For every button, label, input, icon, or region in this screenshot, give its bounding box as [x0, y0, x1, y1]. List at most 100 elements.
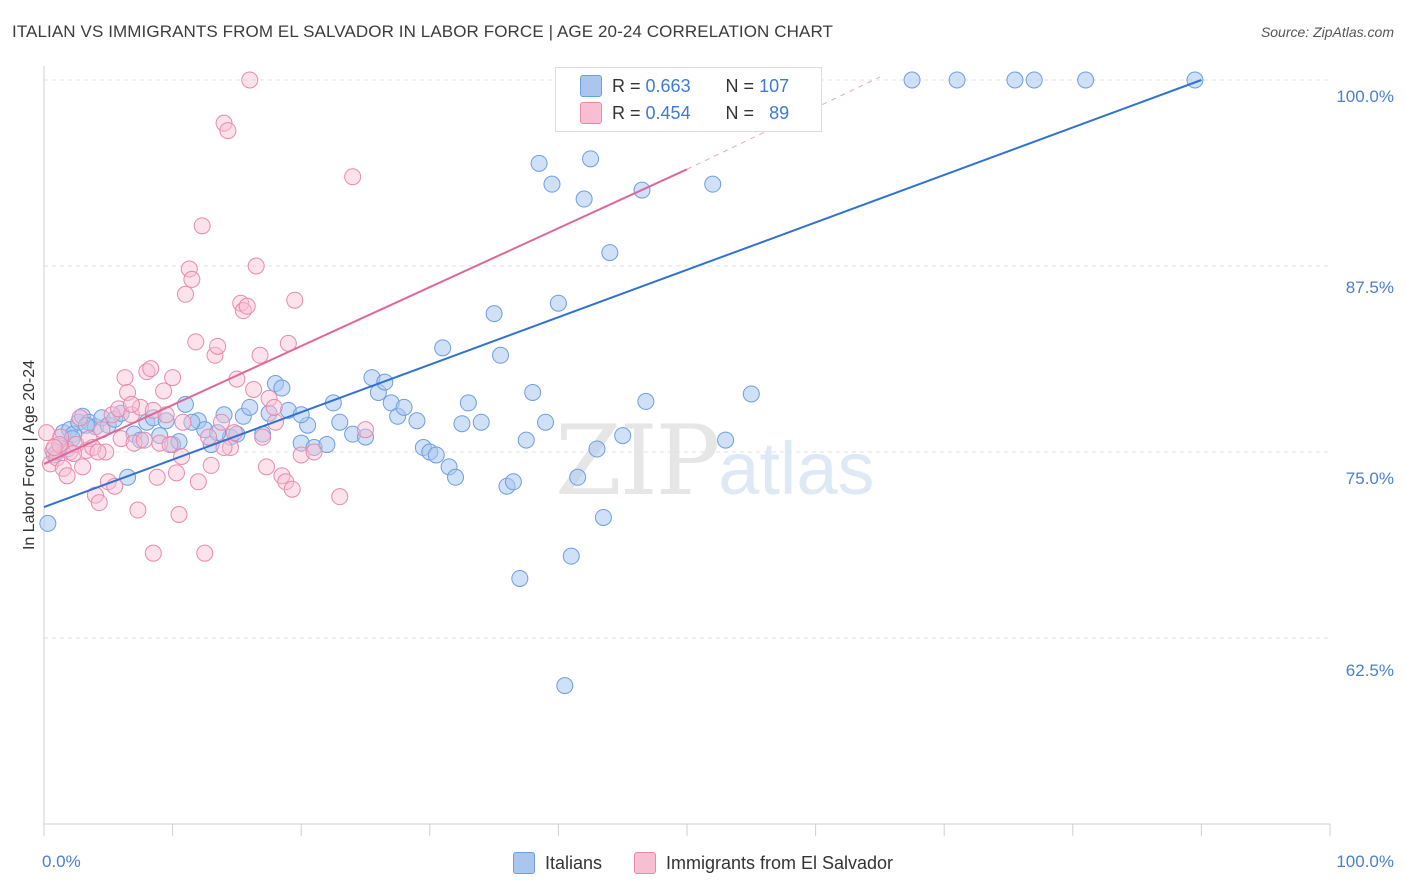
- y-axis-label: In Labor Force | Age 20-24: [21, 359, 38, 551]
- salvador-point: [38, 424, 56, 442]
- italians-point: [704, 175, 722, 193]
- italians-point: [588, 440, 606, 458]
- italians-point: [447, 468, 465, 486]
- salvador-point: [90, 494, 108, 512]
- salvador-point: [331, 488, 349, 506]
- legend-row-italians: R = 0.663 N = 107: [580, 74, 789, 98]
- italians-point: [39, 514, 57, 532]
- y-tick-label: 62.5%: [1345, 661, 1394, 680]
- x-tick-label: 100.0%: [1336, 852, 1394, 871]
- italians-point: [594, 508, 612, 526]
- source-label: Source: ZipAtlas.com: [1260, 24, 1394, 40]
- y-tick-label: 75.0%: [1345, 469, 1394, 488]
- watermark-zip: ZIP: [555, 405, 720, 517]
- italians-point: [318, 436, 336, 454]
- salvador-point: [247, 257, 265, 275]
- italians-point: [209, 424, 227, 442]
- salvador-point: [58, 467, 76, 485]
- italians-point: [408, 412, 426, 430]
- n-value: 89: [769, 102, 790, 123]
- italians-point: [575, 190, 593, 208]
- salvador-point: [112, 430, 130, 448]
- salvador-point: [286, 291, 304, 309]
- italians-point: [549, 294, 567, 312]
- italians-point: [453, 415, 471, 433]
- legend-item-salvador: Immigrants from El Salvador: [633, 852, 894, 874]
- salvador-point: [129, 501, 147, 519]
- salvador-point: [122, 395, 140, 413]
- salvador-point: [142, 360, 160, 378]
- italians-point: [1077, 71, 1095, 89]
- italians-point: [562, 547, 580, 565]
- salvador-point: [292, 446, 310, 464]
- salvador-point: [260, 389, 278, 407]
- salvador-point: [167, 464, 185, 482]
- salvador-point: [148, 468, 166, 486]
- italians-point: [1025, 71, 1043, 89]
- watermark-atlas: atlas: [718, 427, 875, 510]
- salvador-point: [189, 473, 207, 491]
- salvador-point: [164, 369, 182, 387]
- italians-point: [241, 398, 259, 416]
- italians-point: [273, 379, 291, 397]
- chart-title: ITALIAN VS IMMIGRANTS FROM EL SALVADOR I…: [12, 22, 834, 41]
- salvador-point: [212, 413, 230, 431]
- salvador-point: [196, 544, 214, 562]
- italians-point: [1006, 71, 1024, 89]
- salvador-trend-line: [43, 168, 688, 465]
- italians-point: [582, 150, 600, 168]
- italians-point: [637, 392, 655, 410]
- italians-point: [717, 431, 735, 449]
- salvador-point: [71, 409, 89, 427]
- italians-point: [427, 446, 445, 464]
- italians-point: [530, 154, 548, 172]
- italians-point: [331, 413, 349, 431]
- salvador-point: [215, 439, 233, 457]
- salvador-point: [103, 406, 121, 424]
- legend-label-salvador: Immigrants from El Salvador: [665, 852, 894, 873]
- salvador-point: [180, 260, 198, 278]
- italians-point: [517, 431, 535, 449]
- italians-point: [556, 677, 574, 695]
- salvador-point: [254, 428, 272, 446]
- salvador-point: [344, 168, 362, 186]
- italians-point: [395, 398, 413, 416]
- legend-label-italians: Italians: [544, 852, 602, 873]
- r-label: R =: [612, 102, 641, 123]
- salvador-point: [225, 424, 243, 442]
- italians-point: [183, 413, 201, 431]
- salvador-point: [144, 544, 162, 562]
- italians-point: [543, 175, 561, 193]
- salvador-swatch: [633, 852, 656, 874]
- italians-trend-line: [43, 79, 1202, 508]
- n-label: N =: [725, 102, 755, 123]
- salvador-point: [251, 346, 269, 364]
- italians-point: [492, 346, 510, 364]
- salvador-point: [187, 333, 205, 351]
- italians-point: [170, 433, 188, 451]
- salvador-point: [305, 443, 323, 461]
- salvador-point: [202, 456, 220, 474]
- salvador-point: [170, 505, 188, 523]
- r-value: 0.663: [645, 75, 691, 96]
- italians-swatch: [580, 75, 602, 97]
- salvador-point: [174, 413, 192, 431]
- salvador-point: [238, 297, 256, 315]
- italians-point: [485, 305, 503, 323]
- salvador-point: [131, 398, 149, 416]
- italians-point: [601, 244, 619, 262]
- salvador-point: [125, 434, 143, 452]
- italians-point: [511, 569, 529, 587]
- salvador-point: [219, 122, 237, 140]
- r-value: 0.454: [645, 102, 691, 123]
- y-tick-label: 87.5%: [1345, 278, 1394, 297]
- y-tick-label: 100.0%: [1336, 87, 1394, 106]
- italians-point: [903, 71, 921, 89]
- italians-point: [742, 385, 760, 403]
- salvador-swatch: [580, 102, 602, 124]
- salvador-point: [265, 398, 283, 416]
- r-label: R =: [612, 75, 641, 96]
- x-tick-label: 0.0%: [42, 852, 81, 871]
- legend-item-italians: Italians: [512, 852, 602, 874]
